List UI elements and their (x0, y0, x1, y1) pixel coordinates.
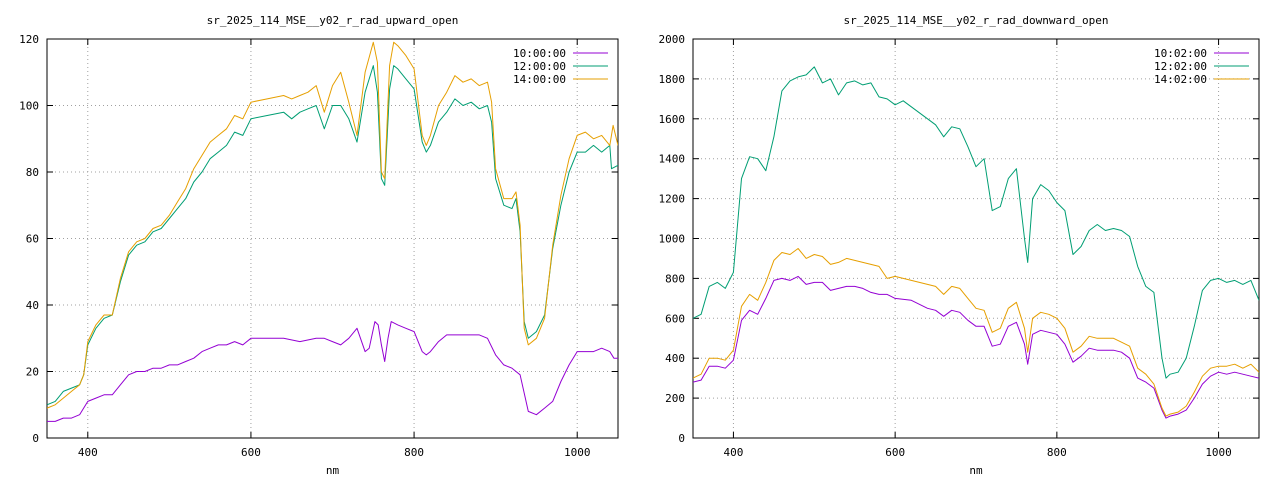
y-tick-label: 1800 (659, 73, 686, 86)
chart-panel-1: 0 20 40 60 80 100 120 400 600 800 1000 sr_2025_114_… (19, 14, 619, 477)
x-tick-label: 600 (241, 446, 261, 459)
chart-title: sr_2025_114_MSE__y02_r_rad_upward_open (207, 14, 459, 27)
x-axis-label: nm (326, 464, 340, 477)
y-tick-label: 200 (665, 392, 685, 405)
series-line-14-00-00 (47, 41, 618, 409)
y-tick-label: 800 (665, 272, 685, 285)
series-line-12-00-00 (47, 65, 618, 406)
y-tick-label: 80 (26, 166, 39, 179)
x-tick-label: 1000 (564, 446, 591, 459)
x-tick-label: 1000 (1205, 446, 1232, 459)
y-tick-label: 0 (678, 432, 685, 445)
series-line-12-02-00 (693, 66, 1259, 379)
x-tick-label: 800 (404, 446, 424, 459)
y-tick-label: 20 (26, 366, 39, 379)
y-tick-label: 1200 (659, 193, 686, 206)
y-tick-label: 40 (26, 299, 39, 312)
x-tick-label: 800 (1047, 446, 1067, 459)
legend-label: 14:02:00 (1154, 73, 1207, 86)
x-tick-label: 600 (885, 446, 905, 459)
y-tick-label: 60 (26, 233, 39, 246)
y-tick-label: 400 (665, 352, 685, 365)
legend-label: 10:02:00 (1154, 47, 1207, 60)
y-tick-label: 120 (19, 33, 39, 46)
series-line-10-02-00 (693, 275, 1259, 419)
x-tick-label: 400 (78, 446, 98, 459)
y-tick-label: 1000 (659, 233, 686, 246)
legend-label: 12:02:00 (1154, 60, 1207, 73)
series-line-14-02-00 (693, 248, 1259, 417)
legend-label: 14:00:00 (513, 73, 566, 86)
y-tick-label: 2000 (659, 33, 686, 46)
chart-title: sr_2025_114_MSE__y02_r_rad_downward_open (844, 14, 1109, 27)
x-axis-label: nm (969, 464, 983, 477)
x-tick-label: 400 (723, 446, 743, 459)
chart-panel-2: 0 200 400 600 800 1000 1200 1400 1600 1800 2000 400… (659, 14, 1260, 477)
series-line-10-00-00 (47, 321, 618, 422)
y-tick-label: 600 (665, 312, 685, 325)
y-tick-label: 1600 (659, 113, 686, 126)
y-tick-label: 100 (19, 100, 39, 113)
y-tick-label: 0 (32, 432, 39, 445)
legend-label: 10:00:00 (513, 47, 566, 60)
plot-frame (46, 38, 619, 439)
y-tick-label: 1400 (659, 153, 686, 166)
legend-label: 12:00:00 (513, 60, 566, 73)
